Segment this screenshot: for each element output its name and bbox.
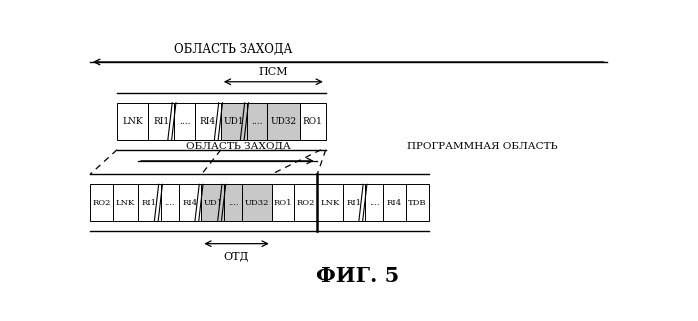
Bar: [90, 184, 112, 221]
Text: RI4: RI4: [182, 199, 198, 207]
Bar: [242, 184, 272, 221]
Text: ....: ....: [228, 199, 238, 207]
Text: TDB: TDB: [408, 199, 426, 207]
Bar: [112, 184, 138, 221]
Text: LNK: LNK: [122, 117, 143, 126]
Bar: [195, 103, 221, 140]
Bar: [174, 103, 195, 140]
Text: LNK: LNK: [116, 199, 135, 207]
Bar: [343, 184, 365, 221]
Text: RI1: RI1: [154, 117, 170, 126]
Bar: [161, 184, 179, 221]
Text: RI1: RI1: [142, 199, 157, 207]
Text: UD1: UD1: [223, 117, 244, 126]
Text: LNK: LNK: [320, 199, 339, 207]
Text: ПРОГРАММНАЯ ОБЛАСТЬ: ПРОГРАММНАЯ ОБЛАСТЬ: [407, 142, 558, 151]
Text: RI4: RI4: [200, 117, 216, 126]
Bar: [224, 184, 242, 221]
Bar: [272, 184, 295, 221]
Text: ....: ....: [369, 199, 380, 207]
Bar: [138, 184, 161, 221]
Text: RO2: RO2: [92, 199, 110, 207]
Bar: [383, 184, 406, 221]
Text: RO1: RO1: [274, 199, 292, 207]
Bar: [117, 103, 149, 140]
Bar: [202, 184, 224, 221]
Text: ОБЛАСТЬ ЗАХОДА: ОБЛАСТЬ ЗАХОДА: [186, 142, 291, 151]
Bar: [149, 103, 174, 140]
Bar: [295, 184, 317, 221]
Bar: [406, 184, 429, 221]
Text: ОТД: ОТД: [224, 251, 249, 261]
Text: ....: ....: [179, 117, 191, 126]
Bar: [179, 184, 202, 221]
Text: ПСМ: ПСМ: [258, 67, 288, 77]
Text: UD32: UD32: [245, 199, 269, 207]
Text: RO1: RO1: [303, 117, 322, 126]
Text: ....: ....: [251, 117, 263, 126]
Text: RI1: RI1: [346, 199, 362, 207]
Bar: [365, 184, 383, 221]
Text: RI4: RI4: [387, 199, 402, 207]
Bar: [300, 103, 326, 140]
Bar: [317, 184, 343, 221]
Text: ФИГ. 5: ФИГ. 5: [316, 266, 399, 286]
Bar: [221, 103, 247, 140]
Text: RO2: RO2: [297, 199, 315, 207]
Text: ОБЛАСТЬ ЗАХОДА: ОБЛАСТЬ ЗАХОДА: [174, 43, 292, 56]
Text: UD1: UD1: [203, 199, 222, 207]
Text: UD32: UD32: [271, 117, 297, 126]
Bar: [247, 103, 267, 140]
Text: ....: ....: [165, 199, 175, 207]
Bar: [267, 103, 300, 140]
